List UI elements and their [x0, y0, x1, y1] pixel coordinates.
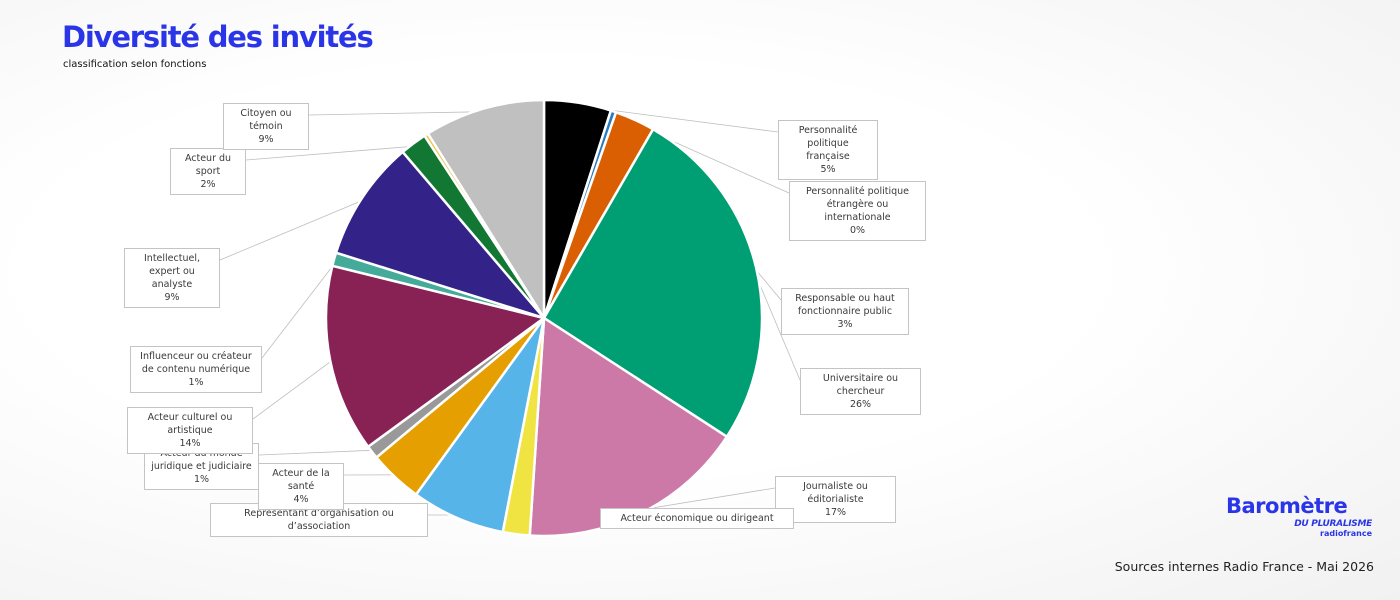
slice-label-text: Personnalité politique française	[798, 125, 858, 162]
slice-label-value: 26%	[849, 399, 872, 410]
slice-label: Intellectuel, expert ou analyste 9%	[124, 248, 220, 308]
slice-label-text: Acteur économique ou dirigeant	[620, 513, 774, 524]
slice-label-value: 1%	[193, 474, 210, 485]
slice-label: Personnalité politique étrangère ou inte…	[789, 181, 926, 241]
slice-label-value: 3%	[837, 319, 853, 330]
logo-brand: radiofrance	[1320, 529, 1372, 538]
slice-label-value: 9%	[258, 134, 274, 145]
slice-label-value: 0%	[849, 225, 866, 236]
pie-slice	[426, 98, 546, 320]
slice-label-value: 9%	[164, 292, 180, 303]
leader-line	[261, 259, 338, 359]
pie-slice	[334, 150, 546, 320]
slice-label: Personnalité politique française 5%	[778, 120, 878, 180]
slice-label-text: Universitaire ou chercheur	[822, 373, 899, 397]
pie-slices	[324, 98, 764, 538]
pie-slice	[324, 264, 546, 448]
slice-label: Citoyen ou témoin 9%	[223, 103, 309, 150]
slice-label-text: Acteur du sport	[184, 153, 232, 177]
slice-label: Acteur de la santé 4%	[258, 463, 344, 510]
slice-label-text: Responsable ou haut fonctionnaire public	[795, 293, 895, 317]
slice-label-text: Représentant d’organisation ou d’associa…	[244, 508, 394, 532]
leader-line	[219, 199, 366, 261]
slice-label-text: Citoyen ou témoin	[240, 108, 292, 132]
slice-label-text: Personnalité politique étrangère ou inte…	[805, 186, 909, 223]
slice-label: Universitaire ou chercheur 26%	[800, 368, 921, 415]
slice-label-text: Journaliste ou éditorialiste	[803, 481, 868, 505]
leader-line	[258, 449, 375, 456]
slice-label: Influenceur ou créateur de contenu numér…	[130, 346, 262, 393]
barometre-logo: Baromètre DU PLURALISME radiofrance	[1226, 494, 1376, 542]
slice-label-value: 1%	[188, 377, 204, 388]
slice-label: Responsable ou haut fonctionnaire public…	[781, 288, 909, 335]
slice-label-value: 2%	[200, 179, 216, 190]
chart-title: Diversité des invités	[62, 20, 374, 54]
slice-label-value: 14%	[179, 438, 201, 449]
source-note: Sources internes Radio France - Mai 2026	[1114, 559, 1374, 574]
slice-label-text: Acteur culturel ou artistique	[147, 412, 233, 436]
slice-label-text: Acteur de la santé	[272, 468, 330, 492]
leader-line	[308, 111, 485, 116]
leader-line	[245, 145, 416, 161]
leader-line	[252, 359, 334, 420]
pie-slice	[542, 128, 764, 438]
slice-label-value: 17%	[824, 507, 847, 518]
slice-label: Acteur économique ou dirigeant	[600, 508, 794, 529]
slice-label-text: Intellectuel, expert ou analyste	[144, 253, 200, 290]
leader-line	[640, 487, 776, 511]
slice-label-text: Influenceur ou créateur de contenu numér…	[140, 351, 252, 375]
logo-title: Baromètre	[1226, 494, 1348, 518]
slice-label-value: 5%	[820, 164, 836, 175]
slice-label: Journaliste ou éditorialiste 17%	[775, 476, 896, 523]
slice-label-value: 4%	[293, 494, 309, 505]
slice-label: Acteur du sport 2%	[170, 148, 246, 195]
slice-label: Acteur culturel ou artistique 14%	[127, 407, 253, 454]
logo-subtitle: DU PLURALISME	[1294, 519, 1372, 529]
chart-subtitle: classification selon fonctions	[63, 59, 207, 70]
